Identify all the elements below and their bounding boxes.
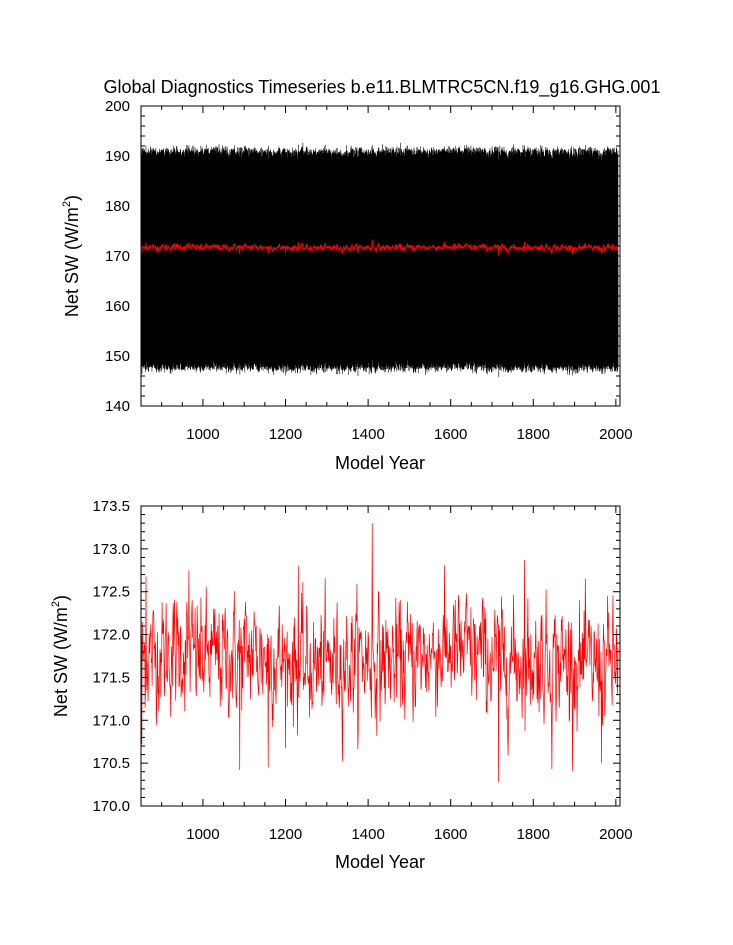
- top-y-tick-label: 190: [105, 148, 130, 165]
- bottom-x-tick-label: 1400: [351, 826, 384, 843]
- top-x-tick-label: 2000: [599, 426, 632, 443]
- top-y-tick-label: 170: [105, 248, 130, 265]
- top-annual-mean-path: [140, 239, 619, 255]
- top-y-tick-label: 200: [105, 98, 130, 115]
- bottom-x-tick-label: 2000: [599, 826, 632, 843]
- top-y-label-main: Net SW (W/m: [62, 207, 82, 317]
- bottom-y-tick-label: 173.5: [92, 498, 130, 515]
- bottom-x-axis-label: Model Year: [335, 852, 425, 872]
- bottom-axis-ticks: [141, 505, 620, 807]
- bottom-y-label-main: Net SW (W/m: [51, 607, 71, 717]
- bottom-y-label-sup: 2: [50, 601, 62, 607]
- bottom-x-tick-label: 1000: [186, 826, 219, 843]
- bottom-y-tick-label: 173.0: [92, 541, 130, 558]
- top-y-axis-label: Net SW (W/m2): [61, 195, 82, 317]
- bottom-x-tick-label: 1800: [517, 826, 550, 843]
- bottom-x-tick-label: 1200: [269, 826, 302, 843]
- bottom-y-tick-label: 170.5: [92, 755, 130, 772]
- top-monthly-series-path: [140, 142, 619, 378]
- top-y-label-sup: 2: [61, 201, 73, 207]
- bottom-x-tick-labels: 1000 1200 1400 1600 1800 2000: [186, 826, 632, 843]
- top-y-tick-label: 160: [105, 298, 130, 315]
- bottom-y-axis-label: Net SW (W/m2): [50, 595, 71, 717]
- bottom-y-label-tail: ): [51, 595, 71, 601]
- top-x-axis-label: Model Year: [335, 453, 425, 473]
- bottom-annual-series-path: [140, 523, 619, 783]
- bottom-y-tick-label: 172.5: [92, 584, 130, 601]
- top-x-tick-label: 1800: [517, 426, 550, 443]
- bottom-y-tick-label: 171.5: [92, 669, 130, 686]
- figure-title: Global Diagnostics Timeseries b.e11.BLMT…: [104, 77, 661, 98]
- top-y-tick-label: 180: [105, 198, 130, 215]
- top-y-label-tail: ): [62, 195, 82, 201]
- bottom-y-tick-labels: 170.0 170.5 171.0 171.5 172.0 172.5 173.0 173.5: [92, 498, 130, 815]
- monthly-series-line: [140, 142, 619, 378]
- bottom-plot-frame: [140, 505, 621, 807]
- top-y-tick-label: 150: [105, 348, 130, 365]
- top-x-tick-label: 1200: [269, 426, 302, 443]
- bottom-y-tick-label: 172.0: [92, 627, 130, 644]
- top-panel: 1000 1200 1400 1600 1800 2000 140 150 160 170 180…: [61, 98, 633, 473]
- top-y-tick-labels: 140 150 160 170 180 190 200: [105, 98, 130, 415]
- top-y-tick-label: 140: [105, 398, 130, 415]
- annual-series-line: [140, 523, 619, 783]
- bottom-y-tick-label: 171.0: [92, 712, 130, 729]
- top-x-tick-label: 1000: [186, 426, 219, 443]
- top-x-tick-label: 1400: [351, 426, 384, 443]
- annual-mean-line: [140, 239, 619, 255]
- bottom-panel: 1000 1200 1400 1600 1800 2000 170.0 170.5 171.0…: [50, 498, 633, 872]
- bottom-y-tick-label: 170.0: [92, 798, 130, 815]
- top-x-tick-label: 1600: [434, 426, 467, 443]
- top-axis-ticks: [141, 105, 620, 407]
- top-x-tick-labels: 1000 1200 1400 1600 1800 2000: [186, 426, 632, 443]
- bottom-x-tick-label: 1600: [434, 826, 467, 843]
